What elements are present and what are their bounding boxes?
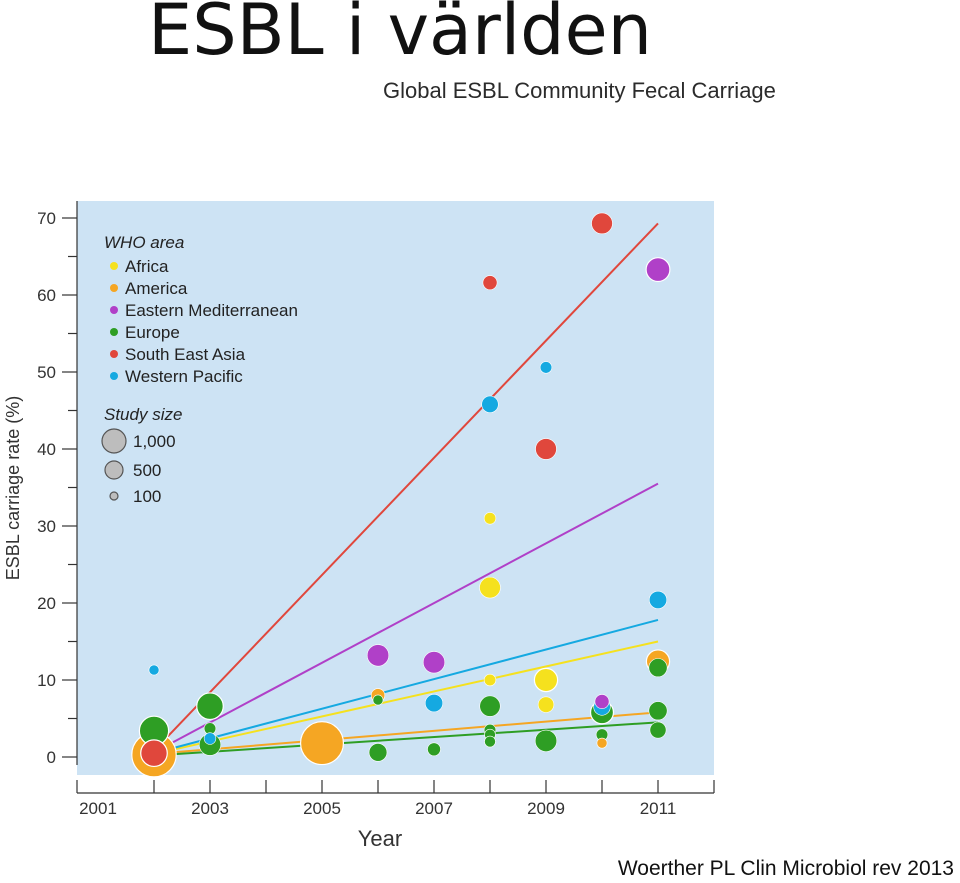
data-point	[591, 212, 613, 235]
data-point	[484, 735, 496, 748]
data-point	[372, 694, 384, 706]
legend-swatch	[110, 284, 118, 292]
trend-line	[153, 640, 659, 755]
legend-label: Eastern Mediterranean	[125, 301, 298, 320]
data-point	[196, 692, 224, 721]
legend-label: Africa	[125, 257, 169, 276]
plot-background	[77, 201, 714, 775]
legend-swatch	[110, 372, 118, 380]
y-tick-label: 0	[47, 748, 56, 767]
x-tick-label: 2001	[79, 799, 117, 818]
x-tick-label: 2011	[640, 799, 677, 818]
data-point	[649, 721, 667, 739]
legend: WHO area Africa America Eastern Mediterrane…	[101, 233, 298, 506]
legend-size-label: 100	[133, 487, 161, 506]
data-point	[148, 664, 160, 676]
data-point	[534, 729, 558, 752]
data-point	[535, 438, 557, 460]
data-point	[483, 512, 497, 525]
data-point	[648, 701, 668, 721]
data-point	[645, 257, 671, 283]
x-axis: 2001 2003 2005 2007 2009 2011	[76, 780, 715, 818]
legend-swatch	[110, 306, 118, 314]
y-tick-label: 20	[37, 594, 56, 613]
slide-title: ESBL i världen	[148, 0, 653, 71]
legend-swatch	[110, 262, 118, 270]
data-point	[366, 644, 390, 667]
legend-size-circle	[109, 491, 119, 501]
y-tick-label: 50	[37, 363, 56, 382]
data-point	[537, 696, 555, 713]
data-points	[131, 212, 671, 778]
data-point	[424, 694, 444, 713]
legend-size-label: 1,000	[133, 432, 176, 451]
data-point	[479, 576, 501, 599]
x-tick-label: 2009	[527, 799, 565, 818]
y-axis-label: ESBL carriage rate (%)	[3, 396, 23, 580]
legend-size-title: Study size	[104, 405, 182, 424]
trend-line	[153, 721, 659, 757]
x-axis-label: Year	[358, 826, 402, 851]
legend-size-label: 500	[133, 461, 161, 480]
data-point	[299, 721, 345, 766]
legend-title: WHO area	[104, 233, 184, 252]
data-point	[427, 742, 441, 757]
legend-swatch	[110, 350, 118, 358]
trend-line	[153, 711, 659, 755]
y-tick-label: 10	[37, 671, 56, 690]
data-point	[533, 667, 559, 693]
data-point	[539, 361, 553, 374]
legend-label: America	[125, 279, 188, 298]
legend-swatch	[110, 328, 118, 336]
legend-label: Europe	[125, 323, 180, 342]
data-point	[368, 743, 388, 762]
data-point	[483, 673, 497, 687]
legend-size-circle	[104, 460, 124, 480]
data-point	[648, 658, 668, 678]
y-tick-label: 70	[37, 209, 56, 228]
y-tick-label: 30	[37, 517, 56, 536]
data-point	[140, 739, 168, 768]
x-tick-label: 2007	[415, 799, 453, 818]
data-point	[422, 651, 446, 674]
data-point	[596, 737, 608, 749]
y-tick-label: 60	[37, 286, 56, 305]
legend-size-circle	[101, 428, 127, 454]
trend-line	[153, 222, 659, 752]
y-tick-label: 40	[37, 440, 56, 459]
trend-line	[153, 618, 659, 755]
chart-title: Global ESBL Community Fecal Carriage	[383, 78, 776, 103]
data-point	[648, 590, 668, 609]
x-tick-label: 2003	[191, 799, 229, 818]
data-point	[481, 395, 499, 413]
trend-line	[153, 482, 659, 754]
data-point	[482, 275, 498, 291]
y-axis: 0 10 20 30 40 50 60 70	[37, 201, 78, 767]
source-credit: Woerther PL Clin Microbiol rev 2013	[617, 857, 954, 880]
data-point	[203, 732, 217, 745]
data-point	[594, 694, 610, 709]
legend-label: South East Asia	[125, 345, 246, 364]
data-point	[479, 695, 501, 717]
x-tick-label: 2005	[303, 799, 341, 818]
trend-lines	[153, 222, 659, 757]
legend-label: Western Pacific	[125, 367, 243, 386]
